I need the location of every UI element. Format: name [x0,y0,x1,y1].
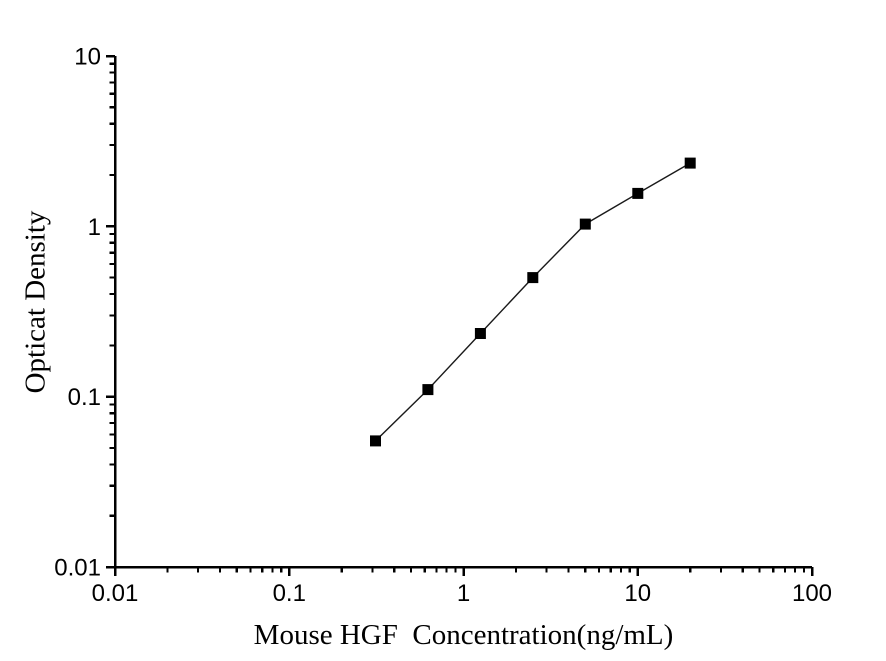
x-axis-title: Mouse HGF Concentration(ng/mL) [253,619,674,651]
y-tick-label: 10 [74,44,101,71]
y-tick-label: 0.1 [68,384,101,411]
data-point-marker [579,218,591,230]
y-tick-label: 1 [88,214,101,241]
data-point-marker [684,157,696,169]
data-point-marker [632,187,644,199]
x-tick-label: 0.01 [92,580,139,607]
x-tick-label: 0.1 [273,580,306,607]
series-line [375,162,691,442]
data-point-marker [474,328,486,339]
data-point-marker [527,272,539,284]
x-tick-label: 1 [457,580,470,607]
data-point-marker [370,435,381,447]
y-axis-title: Opticat Density [19,210,52,394]
y-tick-label: 0.01 [54,555,101,582]
data-point-marker [422,384,434,396]
x-tick-label: 10 [624,580,651,607]
x-tick-label: 100 [792,580,832,607]
